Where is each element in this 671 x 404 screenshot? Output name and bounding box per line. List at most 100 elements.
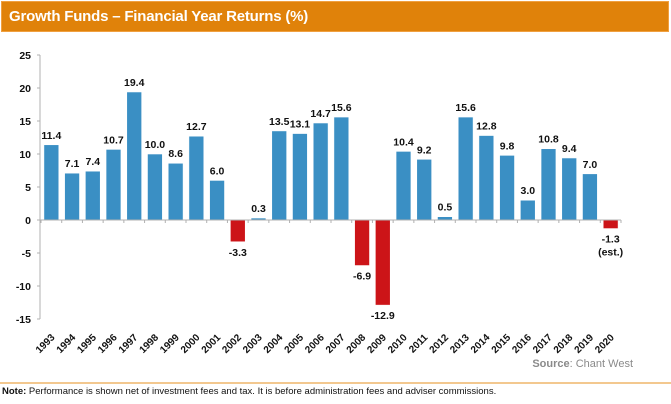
x-tick-label-2010: 2010	[386, 332, 410, 356]
data-label-2020: -1.3	[602, 234, 620, 246]
y-tick-label: 15	[19, 116, 31, 128]
x-axis: 1993199419951996199719981999200020012002…	[34, 219, 622, 356]
data-label-2009: -12.9	[371, 310, 395, 322]
data-label-1999: 8.6	[168, 148, 183, 160]
data-label-2019: 7.0	[583, 159, 598, 171]
data-label-2006: 14.7	[310, 108, 331, 120]
x-tick-label-2002: 2002	[220, 332, 244, 356]
bar-2005	[292, 133, 308, 221]
bar-2001	[209, 180, 225, 221]
x-tick-label-1997: 1997	[117, 332, 141, 356]
y-tick-label: -5	[22, 248, 31, 260]
bar-1997	[126, 91, 142, 221]
y-tick-label: 5	[25, 182, 31, 194]
x-tick-label-1993: 1993	[34, 332, 58, 356]
bar-2004	[271, 130, 287, 221]
x-tick-label-1994: 1994	[55, 332, 79, 356]
data-label-2011: 9.2	[417, 144, 432, 156]
data-label-2013: 15.6	[455, 102, 476, 114]
x-tick-label-2007: 2007	[324, 332, 348, 356]
x-tick-label-2005: 2005	[283, 332, 307, 356]
bar-2011	[416, 158, 432, 221]
source-label: Source	[532, 358, 570, 370]
bar-2013	[457, 116, 474, 221]
x-tick-label-2008: 2008	[345, 332, 369, 356]
x-tick-label-2006: 2006	[303, 332, 327, 356]
data-label-2014: 12.8	[476, 121, 497, 133]
y-tick-label: -10	[16, 281, 31, 293]
data-label-1998: 10.0	[145, 139, 166, 151]
chart-title: Growth Funds – Financial Year Returns (%…	[9, 8, 309, 25]
data-label-2012: 0.5	[438, 202, 453, 214]
y-tick-label: 10	[19, 149, 31, 161]
x-tick-label-2017: 2017	[531, 332, 555, 356]
data-label-2017: 10.8	[538, 134, 559, 146]
x-tick-label-2001: 2001	[200, 332, 224, 356]
bar-2015	[499, 155, 515, 221]
bar-1995	[85, 170, 101, 221]
bar-2010	[395, 151, 412, 221]
data-label-2015: 9.8	[500, 140, 515, 152]
x-tick-label-2012: 2012	[428, 332, 452, 356]
y-axis: 25 20 15 10 5 0 -5 -10 -15	[16, 50, 41, 326]
bar-2000	[188, 135, 205, 221]
bars	[43, 91, 619, 306]
data-label-2018: 9.4	[562, 143, 577, 155]
bar-1999	[167, 162, 184, 221]
y-tick-label: 25	[19, 50, 31, 62]
x-tick-label-1999: 1999	[158, 332, 182, 356]
x-tick-label-2020: 2020	[593, 332, 617, 356]
x-tick-label-2009: 2009	[365, 332, 389, 356]
bar-2002	[230, 219, 246, 243]
x-tick-label-2003: 2003	[241, 332, 265, 356]
x-tick-label-1998: 1998	[138, 332, 162, 356]
x-tick-label-2013: 2013	[448, 332, 472, 356]
x-tick-label-2004: 2004	[262, 332, 286, 356]
data-label-2008: -6.9	[353, 271, 371, 283]
data-label-2004: 13.5	[269, 116, 290, 128]
data-label-2001: 6.0	[210, 165, 225, 177]
x-tick-label-2015: 2015	[490, 332, 514, 356]
x-tick-label-2000: 2000	[179, 332, 203, 356]
note-label: Note:	[2, 386, 27, 397]
y-tick-label: 0	[25, 215, 31, 227]
footnote: Note: Performance is shown net of invest…	[2, 386, 496, 397]
data-label-2007: 15.6	[331, 102, 352, 114]
x-tick-label-1995: 1995	[75, 332, 99, 356]
chart-header: Growth Funds – Financial Year Returns (%…	[1, 1, 669, 32]
data-label-2016: 3.0	[520, 185, 535, 197]
bar-1998	[147, 153, 163, 221]
data-label-1993: 11.4	[41, 130, 61, 142]
data-label-1994: 7.1	[65, 158, 80, 170]
bar-2018	[561, 157, 577, 221]
bar-2008	[354, 219, 370, 266]
data-label-1995: 7.4	[85, 156, 100, 168]
footer-divider	[0, 382, 671, 384]
data-label-2000: 12.7	[186, 121, 207, 133]
y-tick-label: -15	[16, 314, 31, 326]
bar-1994	[64, 172, 80, 221]
bar-2009	[375, 219, 391, 306]
bar-2017	[540, 148, 557, 221]
source-separator: :	[569, 358, 573, 370]
source-value: Chant West	[572, 358, 633, 370]
bar-2006	[312, 122, 329, 221]
x-tick-label-1996: 1996	[96, 332, 120, 356]
bar-1993	[43, 144, 60, 221]
source-credit: Source: Chant West	[532, 358, 633, 370]
bar-2007	[333, 116, 350, 221]
x-tick-label-2016: 2016	[510, 332, 534, 356]
y-tick-label: 20	[19, 83, 31, 95]
bar-2014	[478, 135, 495, 221]
data-label-2005: 13.1	[290, 119, 311, 131]
data-labels: 11.4 7.1 7.410.7 19.4 10.08.6 12.7 6.0 -3.3 0.3 1…	[41, 77, 623, 322]
x-tick-label-2011: 2011	[407, 332, 430, 355]
data-label-2003: 0.3	[251, 203, 266, 215]
annotation-est: (est.)	[598, 247, 623, 259]
bar-1996	[105, 149, 122, 221]
bar-2019	[582, 173, 598, 221]
data-label-1996: 10.7	[103, 134, 124, 146]
x-tick-label-2018: 2018	[552, 332, 576, 356]
x-tick-label-2014: 2014	[469, 332, 493, 356]
